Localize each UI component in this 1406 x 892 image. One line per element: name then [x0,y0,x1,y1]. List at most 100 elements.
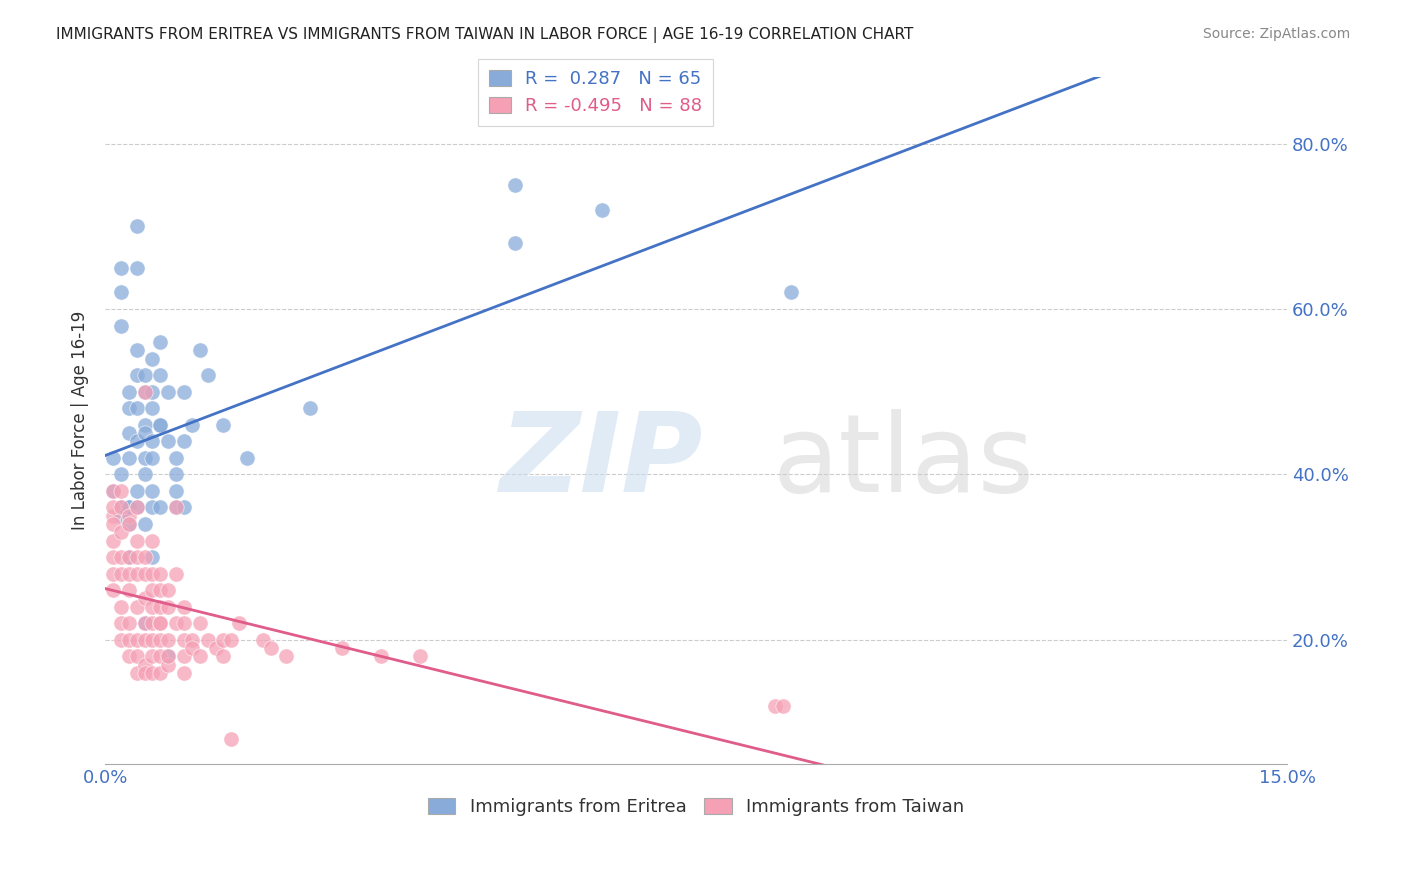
Point [330,641,353,656]
Point [110,500,132,515]
Point [134,616,156,631]
Point [134,591,156,606]
Point [157,583,180,598]
Point [110,566,132,581]
Point [276,649,298,664]
Point [110,599,132,614]
Point [149,616,172,631]
Point [125,599,148,614]
Point [134,425,156,440]
Point [134,657,156,672]
Point [149,417,172,432]
Point [125,343,148,358]
Point [173,500,195,515]
Point [118,401,141,416]
Point [118,632,141,647]
Text: Source: ZipAtlas.com: Source: ZipAtlas.com [1202,27,1350,41]
Point [118,550,141,565]
Point [157,599,180,614]
Point [118,500,141,515]
Point [149,368,172,383]
Point [125,401,148,416]
Point [134,384,156,399]
Point [134,516,156,531]
Point [141,550,163,565]
Point [212,632,235,647]
Point [212,417,235,432]
Point [260,641,283,656]
Point [188,616,211,631]
Point [173,632,195,647]
Point [763,698,786,713]
Point [101,516,124,531]
Point [134,450,156,465]
Point [252,632,274,647]
Point [134,550,156,565]
Text: atlas: atlas [773,409,1035,515]
Point [110,483,132,498]
Point [134,368,156,383]
Point [118,516,141,531]
Point [110,616,132,631]
Point [110,500,132,515]
Point [197,368,219,383]
Point [125,483,148,498]
Point [110,260,132,275]
Point [118,566,141,581]
Point [219,632,242,647]
Point [157,384,180,399]
Point [125,500,148,515]
Point [149,500,172,515]
Point [772,698,794,713]
Point [110,508,132,523]
Point [141,434,163,449]
Point [110,550,132,565]
Point [173,649,195,664]
Point [149,632,172,647]
Point [125,260,148,275]
Point [141,533,163,548]
Point [141,632,163,647]
Point [101,583,124,598]
Point [188,343,211,358]
Point [125,632,148,647]
Point [118,425,141,440]
Point [149,665,172,680]
Point [134,616,156,631]
Point [173,616,195,631]
Point [134,384,156,399]
Point [149,583,172,598]
Point [149,616,172,631]
Legend: Immigrants from Eritrea, Immigrants from Taiwan: Immigrants from Eritrea, Immigrants from… [420,790,972,823]
Point [157,657,180,672]
Point [180,417,202,432]
Point [165,500,187,515]
Point [173,599,195,614]
Point [118,616,141,631]
Point [188,649,211,664]
Point [779,285,801,300]
Point [134,417,156,432]
Point [134,566,156,581]
Point [149,599,172,614]
Point [591,202,613,217]
Point [165,566,187,581]
Point [134,467,156,482]
Point [165,483,187,498]
Point [101,483,124,498]
Point [141,616,163,631]
Point [503,178,526,192]
Point [110,285,132,300]
Point [141,483,163,498]
Point [134,665,156,680]
Point [125,219,148,234]
Point [149,566,172,581]
Point [212,649,235,664]
Point [125,550,148,565]
Point [180,632,202,647]
Point [157,632,180,647]
Point [219,731,242,746]
Point [125,665,148,680]
Point [503,235,526,250]
Point [141,649,163,664]
